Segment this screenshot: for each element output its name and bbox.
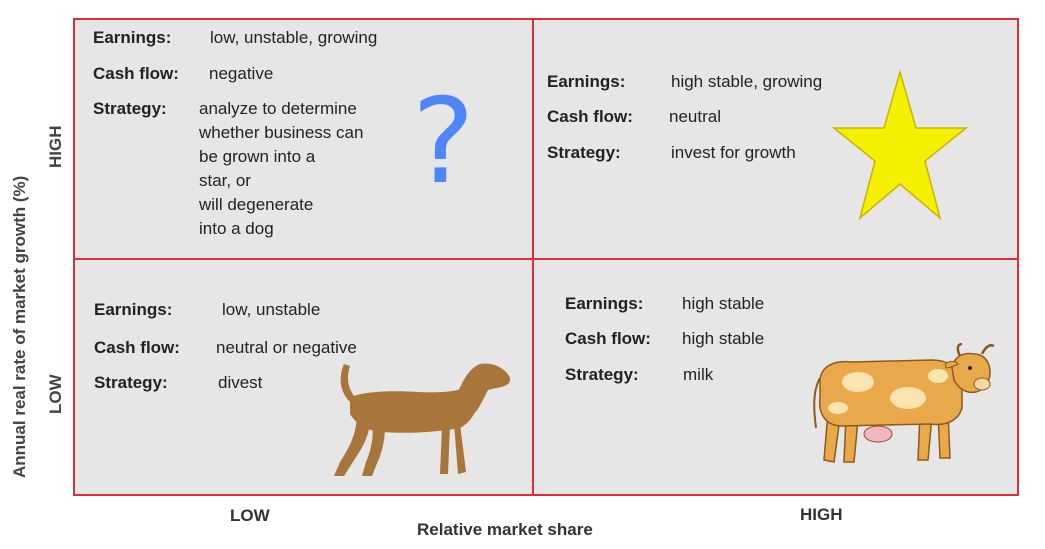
strategy-label: Strategy: [547,143,621,162]
cash-flow-label: Cash flow: [94,338,180,357]
cash-flow-value: negative [209,64,274,83]
question-mark-icon: ? [412,72,475,210]
x-axis-high-label: HIGH [800,505,843,524]
strategy-value: analyze to determine whether business ca… [199,99,364,238]
dog-icon [334,363,511,476]
strategy-label: Strategy: [93,99,167,118]
strategy-label: Strategy: [565,365,639,384]
strategy-value: invest for growth [671,143,796,162]
cow-icon [813,342,995,463]
earnings-value: high stable, growing [671,72,823,91]
strategy-value: milk [683,365,714,384]
earnings-label: Earnings: [94,300,173,319]
y-axis-low-label: LOW [46,374,65,414]
star-icon [831,69,969,221]
x-axis-title: Relative market share [417,520,593,539]
cash-flow-value: neutral [669,107,721,126]
cash-flow-label: Cash flow: [93,64,179,83]
strategy-value: divest [218,373,263,392]
earnings-value: low, unstable [222,300,321,319]
strategy-label: Strategy: [94,373,168,392]
earnings-label: Earnings: [565,294,644,313]
earnings-value: high stable [682,294,765,313]
matrix-vertical-divider [532,18,534,496]
matrix-horizontal-divider [73,258,1019,260]
earnings-label: Earnings: [547,72,626,91]
y-axis-high-label: HIGH [46,125,65,169]
cash-flow-label: Cash flow: [565,329,651,348]
cash-flow-value: neutral or negative [216,338,357,357]
earnings-value: low, unstable, growing [210,28,378,47]
cash-flow-value: high stable [682,329,765,348]
y-axis-title: Annual real rate of market growth (%) [10,175,29,478]
earnings-label: Earnings: [93,28,172,47]
cash-flow-label: Cash flow: [547,107,633,126]
x-axis-low-label: LOW [230,506,270,525]
